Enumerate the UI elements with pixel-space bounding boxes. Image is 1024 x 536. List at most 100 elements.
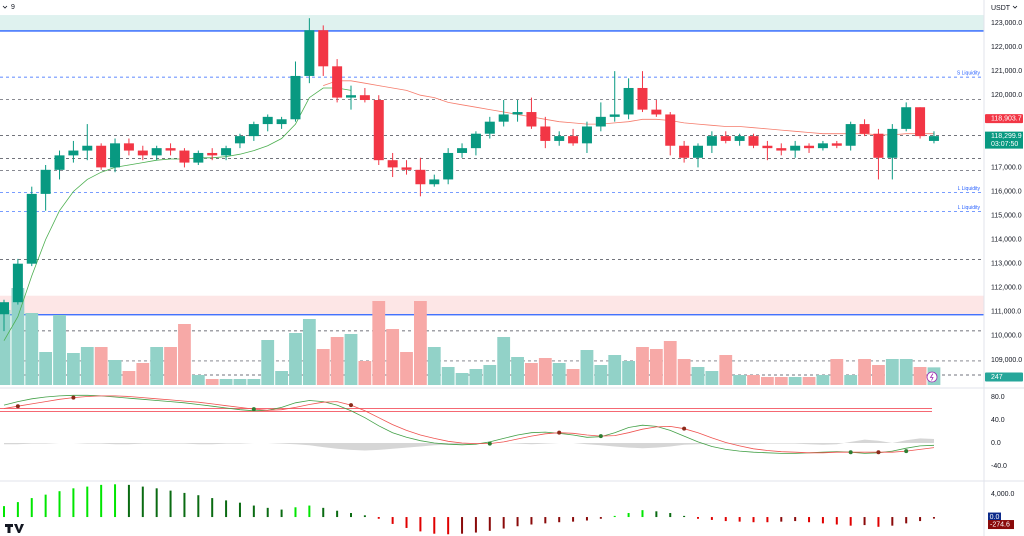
candle-body xyxy=(96,145,107,168)
volume-bar xyxy=(219,379,233,385)
histogram-bar xyxy=(891,517,894,526)
volume-bar xyxy=(441,367,455,385)
histogram-bar xyxy=(377,517,380,519)
volume-bar xyxy=(872,365,885,385)
plot-layer: 123,000.0122,000.0121,000.0120,000.0119,… xyxy=(0,15,1023,535)
volume-bar xyxy=(469,369,483,385)
histogram-bar xyxy=(391,517,394,524)
histogram-bar xyxy=(530,517,533,525)
ma-slow-line xyxy=(323,80,934,136)
candle-body xyxy=(443,152,454,180)
histogram-bar xyxy=(544,517,547,524)
histogram-bar xyxy=(44,494,47,518)
level-label: L Liquidity xyxy=(958,186,981,192)
y-tick-label: 115,000.0 xyxy=(991,212,1022,219)
histogram-bar xyxy=(336,510,339,518)
interval[interactable]: 9 xyxy=(11,4,15,11)
histogram-bar xyxy=(835,517,838,525)
volume-bar xyxy=(261,340,275,385)
volume-bar xyxy=(830,359,844,385)
histogram-bar xyxy=(225,500,228,518)
candle-body xyxy=(82,145,93,151)
candle-body xyxy=(804,145,815,149)
volume-bar xyxy=(108,360,122,385)
volume-bar xyxy=(455,373,469,385)
candle-body xyxy=(262,116,273,125)
alert-icon-bolt xyxy=(929,373,934,381)
candle-body xyxy=(595,116,606,127)
histogram-bar xyxy=(710,517,713,520)
volume-bar xyxy=(205,379,219,385)
histogram-bar xyxy=(183,492,186,518)
histogram-bar xyxy=(58,491,61,518)
y-tick-label: 110,000.0 xyxy=(991,333,1022,340)
volume-bar xyxy=(705,371,719,385)
candle-body xyxy=(679,145,690,158)
volume-bar xyxy=(275,371,288,385)
alert-icon[interactable] xyxy=(926,371,938,383)
candle-body xyxy=(873,133,884,158)
volume-bar xyxy=(899,359,913,385)
y-tick-label: 117,000.0 xyxy=(991,164,1022,171)
candle-body xyxy=(248,124,259,137)
ma-fast-line xyxy=(3,87,352,341)
candle-body xyxy=(887,128,898,158)
y-tick-label: 114,000.0 xyxy=(991,236,1022,243)
candle-body xyxy=(54,155,65,170)
volume-bar xyxy=(566,369,580,385)
ma-price-label-box xyxy=(985,114,1023,124)
volume-bar xyxy=(497,337,511,385)
candle-body xyxy=(179,150,190,163)
histogram-bar xyxy=(211,498,214,518)
histogram-bar xyxy=(849,517,852,526)
histogram-bar xyxy=(169,490,172,518)
histogram-bar xyxy=(16,502,19,518)
volume-bar xyxy=(622,361,635,385)
cross-dot xyxy=(876,450,881,455)
y-tick-label: 116,000.0 xyxy=(991,188,1022,195)
volume-bar xyxy=(511,357,524,385)
volume-bar xyxy=(761,377,774,385)
volume-bar xyxy=(594,365,608,385)
volume-bar xyxy=(525,363,538,385)
cross-dot xyxy=(349,403,353,408)
histogram-bar xyxy=(683,515,686,518)
histogram-bar xyxy=(669,513,672,518)
volume-bar xyxy=(774,377,788,385)
candle-body xyxy=(637,87,648,110)
candle-body xyxy=(276,119,287,125)
volume-bar xyxy=(816,375,830,385)
histogram-bar xyxy=(322,507,325,518)
y-tick-label: 122,000.0 xyxy=(991,44,1022,51)
candle-body xyxy=(123,143,134,151)
candle-body xyxy=(498,114,509,122)
y-tick-label: 111,000.0 xyxy=(991,309,1021,316)
histogram-bar xyxy=(155,488,158,518)
currency[interactable]: USDT xyxy=(991,5,1011,12)
volume-bar xyxy=(663,341,677,385)
candle-body xyxy=(484,121,495,134)
histogram-bar xyxy=(697,517,699,519)
signal-label: 0.0 xyxy=(990,514,1000,521)
candle-body xyxy=(568,136,579,144)
cross-dot xyxy=(848,450,853,455)
histogram-last-box xyxy=(988,520,1014,530)
volume-bar xyxy=(788,377,802,385)
histogram-bar xyxy=(932,517,935,519)
histogram-bar xyxy=(294,507,297,518)
volume-bar xyxy=(67,353,80,385)
candle-body xyxy=(928,136,939,141)
candle-body xyxy=(387,160,398,168)
y-tick-label: 80.0 xyxy=(991,394,1005,401)
volume-bar xyxy=(122,371,136,385)
candle-body xyxy=(817,143,828,149)
histogram-bar xyxy=(488,517,491,531)
currency-chevron[interactable] xyxy=(1012,5,1018,9)
volume-bar xyxy=(483,365,497,385)
volume-bar xyxy=(608,355,622,385)
cross-dot xyxy=(557,430,562,435)
interval-chevron[interactable] xyxy=(2,5,8,9)
volume-bar xyxy=(844,375,858,385)
